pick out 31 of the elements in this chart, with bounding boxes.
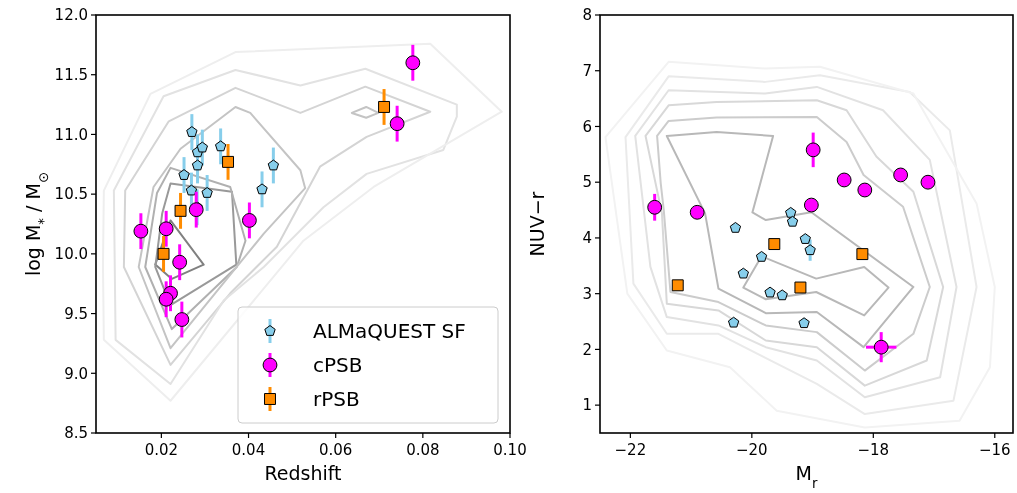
y-tick-label: 10.0 <box>54 245 88 264</box>
y-tick-label: 1 <box>582 396 592 415</box>
y-tick-label: 7 <box>582 61 592 80</box>
legend-label: cPSB <box>313 353 363 377</box>
y-tick-label: 4 <box>582 229 592 248</box>
y-tick-label: 9.5 <box>64 304 88 323</box>
legend-label: ALMaQUEST SF <box>313 319 466 343</box>
y-tick-label: 6 <box>582 117 592 136</box>
y-tick-label: 3 <box>582 284 592 303</box>
y-tick-label: 9.0 <box>64 364 88 383</box>
y-tick-label: 12.0 <box>54 6 88 25</box>
y-tick-label: 8.5 <box>64 424 88 443</box>
y-tick-label: 11.5 <box>54 65 88 84</box>
x-tick-label: −18 <box>857 441 890 459</box>
x-tick-label: −22 <box>614 441 647 459</box>
x-tick-label: 0.10 <box>493 441 527 459</box>
y-axis-title: NUV−r <box>526 191 548 257</box>
x-tick-label: 0.04 <box>231 441 266 459</box>
x-axis-title: Redshift <box>264 462 342 484</box>
y-tick-label: 5 <box>582 173 592 192</box>
legend-label: rPSB <box>313 387 360 411</box>
x-axis-title: M$_{r}$ <box>795 462 818 491</box>
y-tick-label: 2 <box>582 340 592 359</box>
x-tick-label: 0.08 <box>406 441 440 459</box>
y-tick-label: 10.5 <box>54 185 88 204</box>
y-tick-label: 8 <box>582 6 592 25</box>
x-tick-label: 0.06 <box>318 441 353 459</box>
x-tick-label: 0.02 <box>144 441 179 459</box>
x-tick-label: −20 <box>736 441 768 459</box>
y-tick-label: 11.0 <box>54 125 88 144</box>
x-tick-label: −16 <box>978 441 1011 459</box>
